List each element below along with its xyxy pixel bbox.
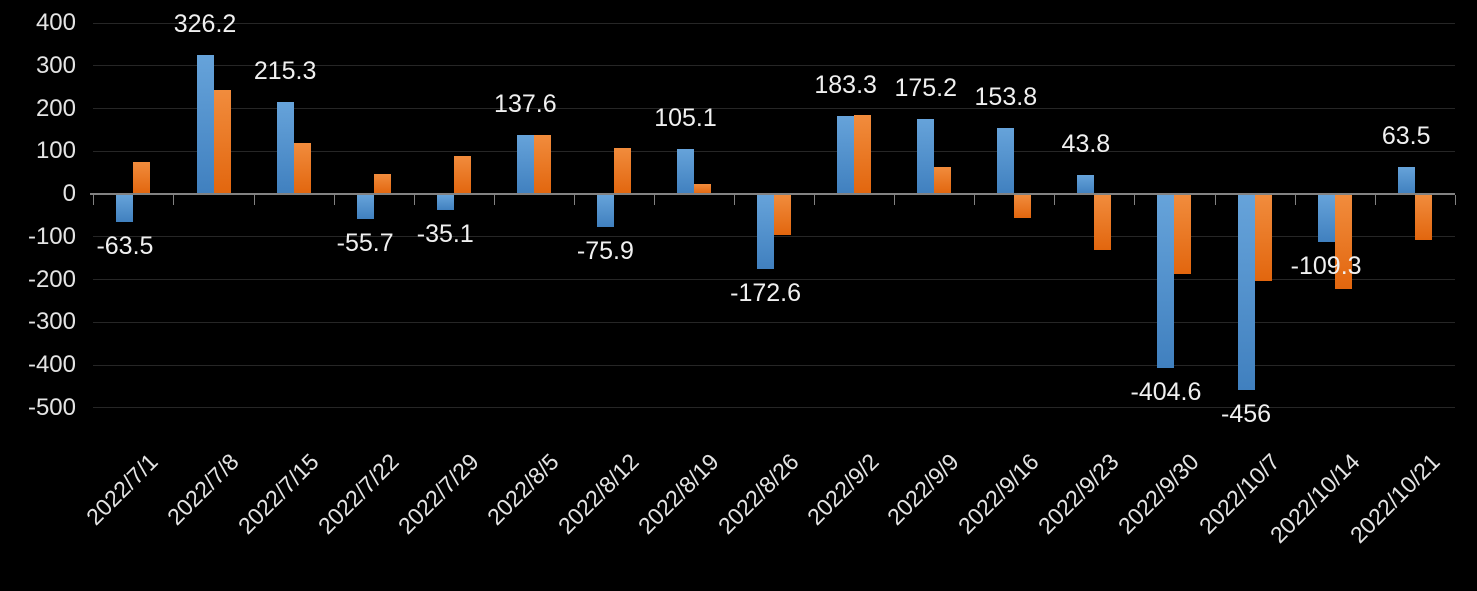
- y-axis-tick-label: 200: [35, 94, 76, 122]
- series-1-blue-bar: [1077, 175, 1095, 194]
- data-label: -75.9: [576, 237, 634, 266]
- x-axis-tick: [974, 195, 976, 205]
- x-axis-tick: [1214, 195, 1216, 205]
- series-2-orange-bar: [854, 114, 872, 194]
- data-label: 326.2: [173, 9, 237, 38]
- data-label: 63.5: [1381, 121, 1431, 150]
- series-2-orange-bar: [1254, 195, 1272, 281]
- y-axis-tick-label: -300: [27, 308, 76, 336]
- series-1-blue-bar: [356, 195, 374, 219]
- gridline: [93, 321, 1455, 323]
- y-axis-tick-label: 300: [35, 51, 76, 79]
- series-1-blue-bar: [677, 149, 694, 194]
- series-1-blue-bar: [516, 135, 534, 194]
- gridline: [93, 150, 1455, 152]
- series-2-orange-bar: [934, 167, 952, 194]
- data-label: -404.6: [1130, 377, 1202, 406]
- series-2-orange-bar: [1414, 195, 1432, 240]
- y-axis-tick-label: -400: [27, 351, 76, 378]
- series-2-orange-bar: [613, 147, 631, 194]
- y-axis-tick-label: 400: [35, 9, 76, 36]
- series-1-blue-bar: [1157, 195, 1175, 368]
- x-axis-tick: [894, 195, 896, 205]
- series-2-orange-bar: [1334, 195, 1352, 290]
- data-label: 215.3: [253, 56, 317, 85]
- series-1-blue-bar: [1397, 166, 1415, 194]
- data-label: 175.2: [894, 74, 958, 103]
- x-axis-tick: [1054, 195, 1056, 205]
- series-1-blue-bar: [196, 54, 214, 194]
- data-label: -55.7: [336, 228, 394, 257]
- x-axis-line: [90, 193, 1455, 195]
- gridline: [93, 407, 1455, 409]
- y-axis-tick-label: -100: [27, 222, 76, 250]
- data-label: 153.8: [974, 83, 1038, 112]
- x-axis-tick: [734, 195, 736, 205]
- x-axis-tick: [413, 195, 415, 205]
- x-axis-tick: [93, 195, 95, 205]
- x-axis-tick: [573, 195, 575, 205]
- x-axis-tick: [333, 195, 335, 205]
- x-axis-tick: [493, 195, 495, 205]
- series-1-blue-bar: [1317, 195, 1335, 242]
- series-2-orange-bar: [373, 173, 391, 194]
- gridline: [93, 65, 1455, 67]
- data-label: 183.3: [814, 70, 877, 99]
- x-axis-tick: [1294, 195, 1296, 205]
- x-axis-tick: [814, 195, 816, 205]
- series-2-orange-bar: [533, 135, 551, 194]
- series-1-blue-bar: [436, 195, 454, 210]
- series-1-blue-bar: [276, 101, 294, 194]
- data-label: -35.1: [416, 220, 474, 248]
- x-axis-tick: [173, 195, 175, 205]
- y-axis-tick-label: 100: [35, 137, 76, 165]
- series-2-orange-bar: [1174, 195, 1192, 275]
- x-axis-tick: [653, 195, 655, 205]
- data-label: -456: [1221, 399, 1272, 428]
- series-2-orange-bar: [133, 162, 151, 194]
- series-2-orange-bar: [213, 90, 231, 194]
- x-axis-tick: [1454, 195, 1456, 205]
- gridline: [93, 279, 1455, 280]
- gridline: [93, 22, 1455, 24]
- y-axis-tick-label: -500: [27, 393, 76, 421]
- y-axis-tick-label: -200: [27, 265, 76, 293]
- series-2-orange-bar: [1094, 195, 1112, 250]
- series-2-orange-bar: [293, 142, 311, 194]
- x-axis-tick: [1134, 195, 1136, 205]
- data-label: 137.6: [494, 90, 557, 119]
- series-2-orange-bar: [774, 195, 792, 235]
- y-axis-tick-label: 0: [62, 180, 76, 207]
- data-label: -109.3: [1290, 251, 1362, 280]
- series-1-blue-bar: [997, 128, 1015, 194]
- series-1-blue-bar: [837, 115, 855, 194]
- x-axis-tick: [1374, 195, 1376, 205]
- series-1-blue-bar: [1237, 195, 1255, 390]
- series-1-blue-bar: [757, 195, 775, 269]
- x-axis-tick: [253, 195, 255, 205]
- series-2-orange-bar: [453, 155, 471, 194]
- data-label: 105.1: [654, 104, 717, 133]
- series-2-orange-bar: [694, 183, 711, 194]
- data-label: 43.8: [1061, 130, 1111, 159]
- series-2-orange-bar: [1014, 195, 1032, 218]
- data-label: -172.6: [730, 278, 802, 307]
- gridline: [93, 364, 1455, 366]
- series-1-blue-bar: [917, 119, 935, 194]
- series-1-blue-bar: [116, 195, 134, 223]
- series-1-blue-bar: [596, 195, 614, 228]
- gridline: [93, 108, 1455, 109]
- data-label: -63.5: [96, 232, 154, 261]
